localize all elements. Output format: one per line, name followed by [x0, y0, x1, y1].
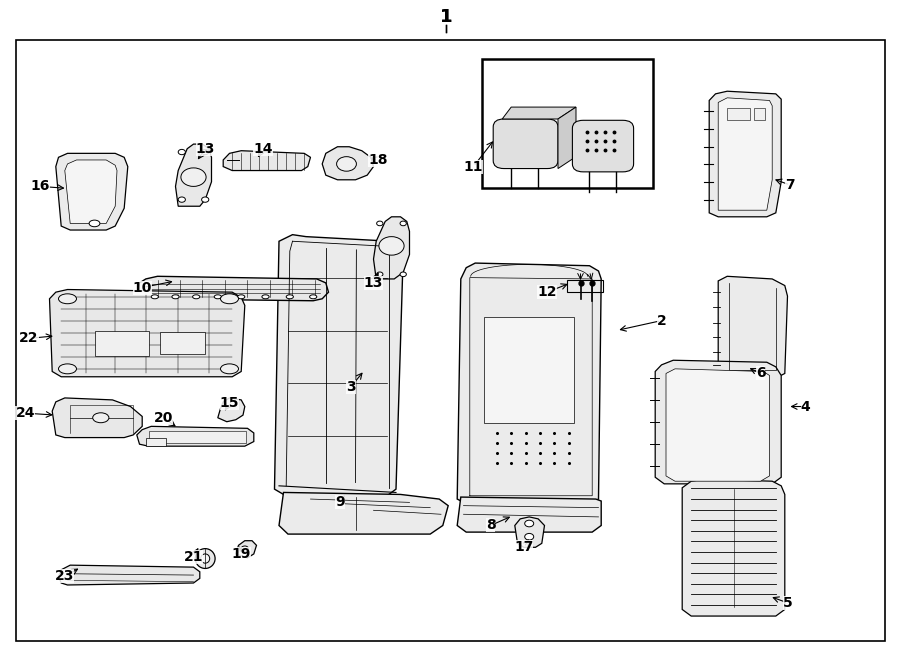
Ellipse shape [377, 221, 383, 225]
Ellipse shape [202, 197, 209, 202]
Polygon shape [558, 107, 576, 169]
Text: 2: 2 [657, 313, 666, 328]
Ellipse shape [379, 237, 404, 255]
Polygon shape [718, 276, 788, 378]
Polygon shape [223, 151, 310, 171]
Text: 18: 18 [368, 153, 388, 167]
Ellipse shape [89, 220, 100, 227]
Bar [567, 280, 603, 292]
Polygon shape [666, 369, 770, 481]
Ellipse shape [93, 412, 109, 423]
Bar [160, 332, 205, 354]
Polygon shape [279, 492, 448, 534]
Text: 8: 8 [486, 518, 495, 533]
Ellipse shape [214, 295, 221, 299]
Polygon shape [218, 398, 245, 422]
Ellipse shape [310, 295, 317, 299]
Bar [482, 59, 652, 188]
Ellipse shape [220, 293, 238, 303]
Text: 5: 5 [783, 596, 792, 610]
Text: 13: 13 [195, 141, 215, 156]
Polygon shape [274, 235, 403, 496]
Text: 13: 13 [364, 276, 383, 290]
Polygon shape [58, 565, 200, 585]
Ellipse shape [525, 533, 534, 540]
Ellipse shape [151, 295, 158, 299]
Text: 11: 11 [464, 159, 483, 174]
Polygon shape [655, 360, 781, 484]
Polygon shape [502, 107, 576, 119]
Polygon shape [718, 98, 772, 210]
Polygon shape [236, 541, 256, 558]
Polygon shape [457, 497, 601, 532]
Polygon shape [56, 153, 128, 230]
Polygon shape [137, 426, 254, 446]
Text: 9: 9 [336, 495, 345, 510]
Polygon shape [457, 263, 601, 504]
Polygon shape [137, 276, 328, 301]
Ellipse shape [377, 272, 383, 276]
Ellipse shape [178, 197, 185, 202]
Text: 24: 24 [15, 406, 35, 420]
Text: 22: 22 [19, 331, 39, 346]
Bar [94, 330, 148, 356]
Polygon shape [709, 91, 781, 217]
Text: 1: 1 [440, 7, 453, 26]
Ellipse shape [238, 295, 245, 299]
Ellipse shape [181, 168, 206, 186]
Text: 4: 4 [801, 399, 810, 414]
Bar [146, 438, 166, 446]
FancyBboxPatch shape [493, 119, 558, 169]
Text: 23: 23 [55, 569, 75, 584]
Text: 21: 21 [184, 549, 203, 564]
Ellipse shape [241, 546, 248, 551]
Ellipse shape [195, 549, 215, 568]
Ellipse shape [202, 149, 209, 155]
Ellipse shape [193, 295, 200, 299]
Text: 1: 1 [440, 7, 453, 26]
Polygon shape [50, 290, 245, 377]
Ellipse shape [201, 554, 210, 563]
Ellipse shape [400, 272, 406, 276]
Text: 15: 15 [220, 396, 239, 410]
Text: 17: 17 [514, 540, 534, 555]
Polygon shape [65, 160, 117, 223]
Ellipse shape [525, 520, 534, 527]
FancyBboxPatch shape [572, 120, 634, 172]
Ellipse shape [172, 295, 179, 299]
Text: 10: 10 [132, 280, 152, 295]
Polygon shape [374, 217, 410, 279]
Text: 7: 7 [786, 178, 795, 192]
Bar [148, 431, 246, 443]
Text: 19: 19 [231, 547, 251, 561]
Bar [754, 108, 765, 120]
Text: 3: 3 [346, 379, 356, 394]
Ellipse shape [220, 364, 238, 374]
Ellipse shape [58, 293, 76, 303]
Text: 16: 16 [31, 179, 50, 194]
Ellipse shape [262, 295, 269, 299]
Text: 6: 6 [756, 366, 765, 381]
Ellipse shape [286, 295, 293, 299]
Bar [727, 108, 750, 120]
Text: 20: 20 [154, 410, 174, 425]
Polygon shape [322, 147, 374, 180]
Text: 14: 14 [253, 141, 273, 156]
Ellipse shape [400, 221, 406, 225]
Ellipse shape [337, 157, 356, 171]
Text: 12: 12 [537, 285, 557, 299]
Ellipse shape [58, 364, 76, 374]
Polygon shape [52, 398, 142, 438]
Ellipse shape [178, 149, 185, 155]
Polygon shape [515, 517, 544, 547]
Polygon shape [682, 479, 785, 616]
Polygon shape [176, 144, 211, 206]
Bar [484, 317, 574, 423]
